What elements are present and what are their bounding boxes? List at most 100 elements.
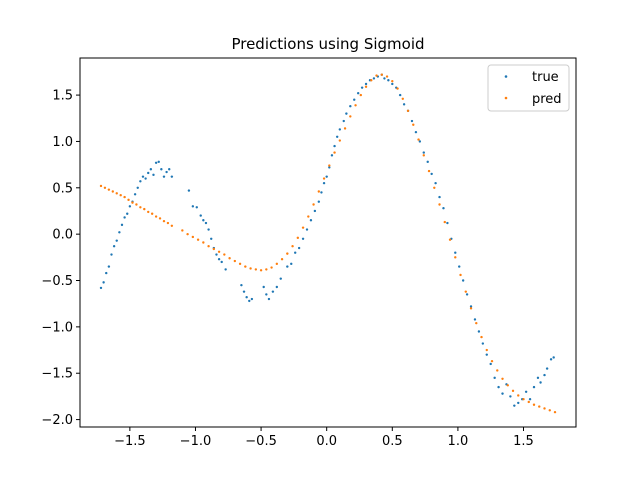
point-pred [349, 115, 352, 118]
point-pred [490, 359, 494, 363]
point-true [262, 285, 265, 289]
point-pred [380, 73, 383, 76]
point-pred [485, 348, 488, 352]
point-true [120, 223, 124, 227]
point-pred [99, 184, 103, 188]
point-pred [123, 195, 126, 199]
point-pred [244, 265, 247, 268]
y-tick-label: −2.0 [41, 413, 73, 428]
point-pred [475, 321, 478, 325]
point-pred [412, 123, 415, 126]
point-pred [433, 186, 436, 189]
point-true [549, 358, 553, 361]
point-pred [228, 257, 231, 260]
y-tick-label: −1.5 [41, 367, 73, 382]
point-true [528, 397, 532, 401]
point-true [398, 93, 402, 97]
point-true [204, 221, 208, 225]
point-true [360, 86, 364, 89]
point-true [279, 277, 282, 280]
point-true [248, 299, 251, 303]
point-pred [233, 259, 237, 263]
point-true [152, 173, 155, 177]
series-true [99, 73, 555, 407]
point-pred [217, 250, 221, 253]
point-pred [275, 262, 279, 266]
point-pred [469, 307, 473, 310]
point-pred [375, 74, 378, 77]
point-pred [207, 245, 210, 248]
point-pred [422, 154, 425, 157]
point-pred [238, 262, 242, 266]
point-true [126, 212, 129, 215]
point-pred [280, 257, 284, 261]
point-true [493, 376, 496, 380]
y-tick-label: 1.5 [52, 89, 73, 104]
point-true [545, 367, 549, 370]
point-true [162, 175, 166, 178]
point-true [345, 112, 348, 115]
point-true [513, 404, 516, 407]
point-true [501, 392, 504, 395]
point-true [477, 330, 481, 333]
point-true [335, 135, 339, 139]
point-pred [343, 127, 347, 130]
point-pred [291, 245, 294, 248]
point-true [442, 207, 445, 210]
point-true [317, 200, 321, 203]
point-true [414, 130, 418, 134]
point-true [160, 168, 163, 171]
point-true [454, 251, 457, 254]
point-true [509, 395, 512, 398]
point-true [524, 390, 528, 393]
point-true [438, 195, 441, 199]
point-true [489, 362, 492, 366]
point-true [157, 160, 160, 164]
point-pred [181, 229, 184, 232]
point-pred [150, 212, 154, 215]
point-true [458, 265, 461, 268]
point-pred [301, 226, 305, 229]
y-tick-label: 1.0 [52, 135, 73, 150]
point-pred [115, 192, 118, 195]
point-true [250, 297, 254, 301]
point-pred [401, 97, 404, 100]
point-true [536, 376, 540, 380]
point-true [154, 161, 158, 164]
point-true [118, 231, 121, 234]
point-true [217, 257, 221, 261]
point-true [497, 385, 500, 389]
point-true [552, 356, 555, 359]
point-true [353, 98, 356, 101]
point-pred [443, 220, 446, 224]
point-pred [543, 407, 546, 410]
point-true [215, 253, 218, 256]
point-pred [391, 79, 394, 83]
x-tick-label: 1.0 [448, 434, 469, 449]
point-true [391, 82, 394, 86]
point-true [105, 271, 108, 275]
point-pred [501, 377, 504, 380]
point-pred [370, 79, 373, 82]
point-true [136, 186, 139, 189]
point-true [309, 219, 313, 222]
point-true [333, 144, 336, 148]
point-pred [162, 219, 166, 223]
point-true [543, 373, 546, 377]
point-pred [147, 210, 150, 214]
point-pred [496, 369, 499, 372]
point-true [532, 385, 536, 389]
point-true [372, 77, 376, 80]
point-true [387, 79, 390, 82]
point-true [99, 286, 103, 290]
point-pred [454, 256, 457, 259]
point-true [128, 205, 132, 208]
x-tick-label: 0.0 [316, 434, 337, 449]
point-true [485, 353, 488, 356]
point-true [107, 265, 111, 268]
x-axis: −1.5 −1.0 −0.5 0.0 0.5 1.0 1.5 [114, 427, 534, 449]
point-true [330, 154, 334, 157]
plot-area [99, 73, 557, 414]
point-true [265, 293, 268, 296]
